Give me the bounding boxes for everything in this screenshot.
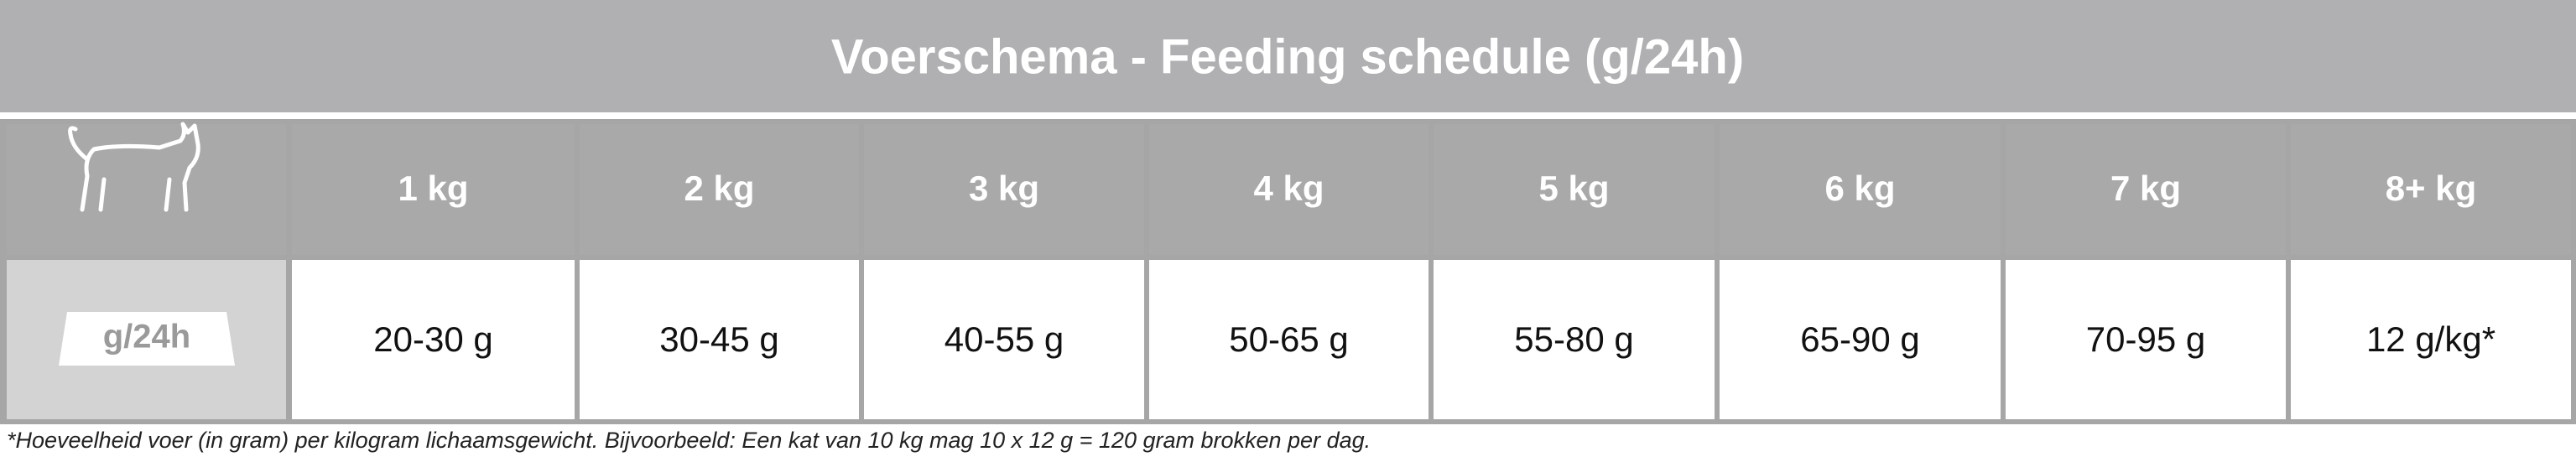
footnote: *Hoeveelheid voer (in gram) per kilogram… <box>7 428 1371 453</box>
value: 70-95 g <box>2086 319 2205 359</box>
value: 30-45 g <box>659 319 778 359</box>
value-cell <box>1434 260 1715 419</box>
column-header: 7 kg <box>2110 169 2181 208</box>
header-cell <box>864 124 1144 255</box>
header-cell <box>2291 124 2571 255</box>
value: 20-30 g <box>373 319 492 359</box>
column-header: 4 kg <box>1253 169 1324 208</box>
header-cell <box>1720 124 2001 255</box>
header-cell <box>1149 124 1429 255</box>
value: 65-90 g <box>1800 319 1919 359</box>
header-cell <box>1434 124 1715 255</box>
header-cell <box>580 124 859 255</box>
value: 50-65 g <box>1229 319 1348 359</box>
title: Voerschema - Feeding schedule (g/24h) <box>831 29 1744 84</box>
header-cell <box>2006 124 2286 255</box>
icon-cell <box>7 124 286 255</box>
column-header: 5 kg <box>1538 169 1609 208</box>
value: 12 g/kg* <box>2366 319 2495 359</box>
value-cell <box>1149 260 1429 419</box>
column-header: 8+ kg <box>2386 169 2477 208</box>
value-cell <box>580 260 859 419</box>
value-cell <box>1720 260 2001 419</box>
value-cell <box>292 260 575 419</box>
value-cell <box>2291 260 2571 419</box>
cells: 1 kg 20-30 g 2 kg 30-45 g 3 kg 40-55 g 4 kg 50-… <box>292 124 2571 419</box>
value: 55-80 g <box>1514 319 1633 359</box>
column-header: 1 kg <box>398 169 468 208</box>
value: 40-55 g <box>945 319 1064 359</box>
column-header: 3 kg <box>969 169 1039 208</box>
title-bar <box>0 0 2576 112</box>
header-cell <box>292 124 575 255</box>
column-header: 6 kg <box>1824 169 1895 208</box>
cat-icon <box>68 122 200 212</box>
value-cell <box>2006 260 2286 419</box>
bowl-icon <box>59 312 235 366</box>
row-label: g/24h <box>103 319 190 356</box>
column-header: 2 kg <box>684 169 754 208</box>
value-cell <box>864 260 1144 419</box>
